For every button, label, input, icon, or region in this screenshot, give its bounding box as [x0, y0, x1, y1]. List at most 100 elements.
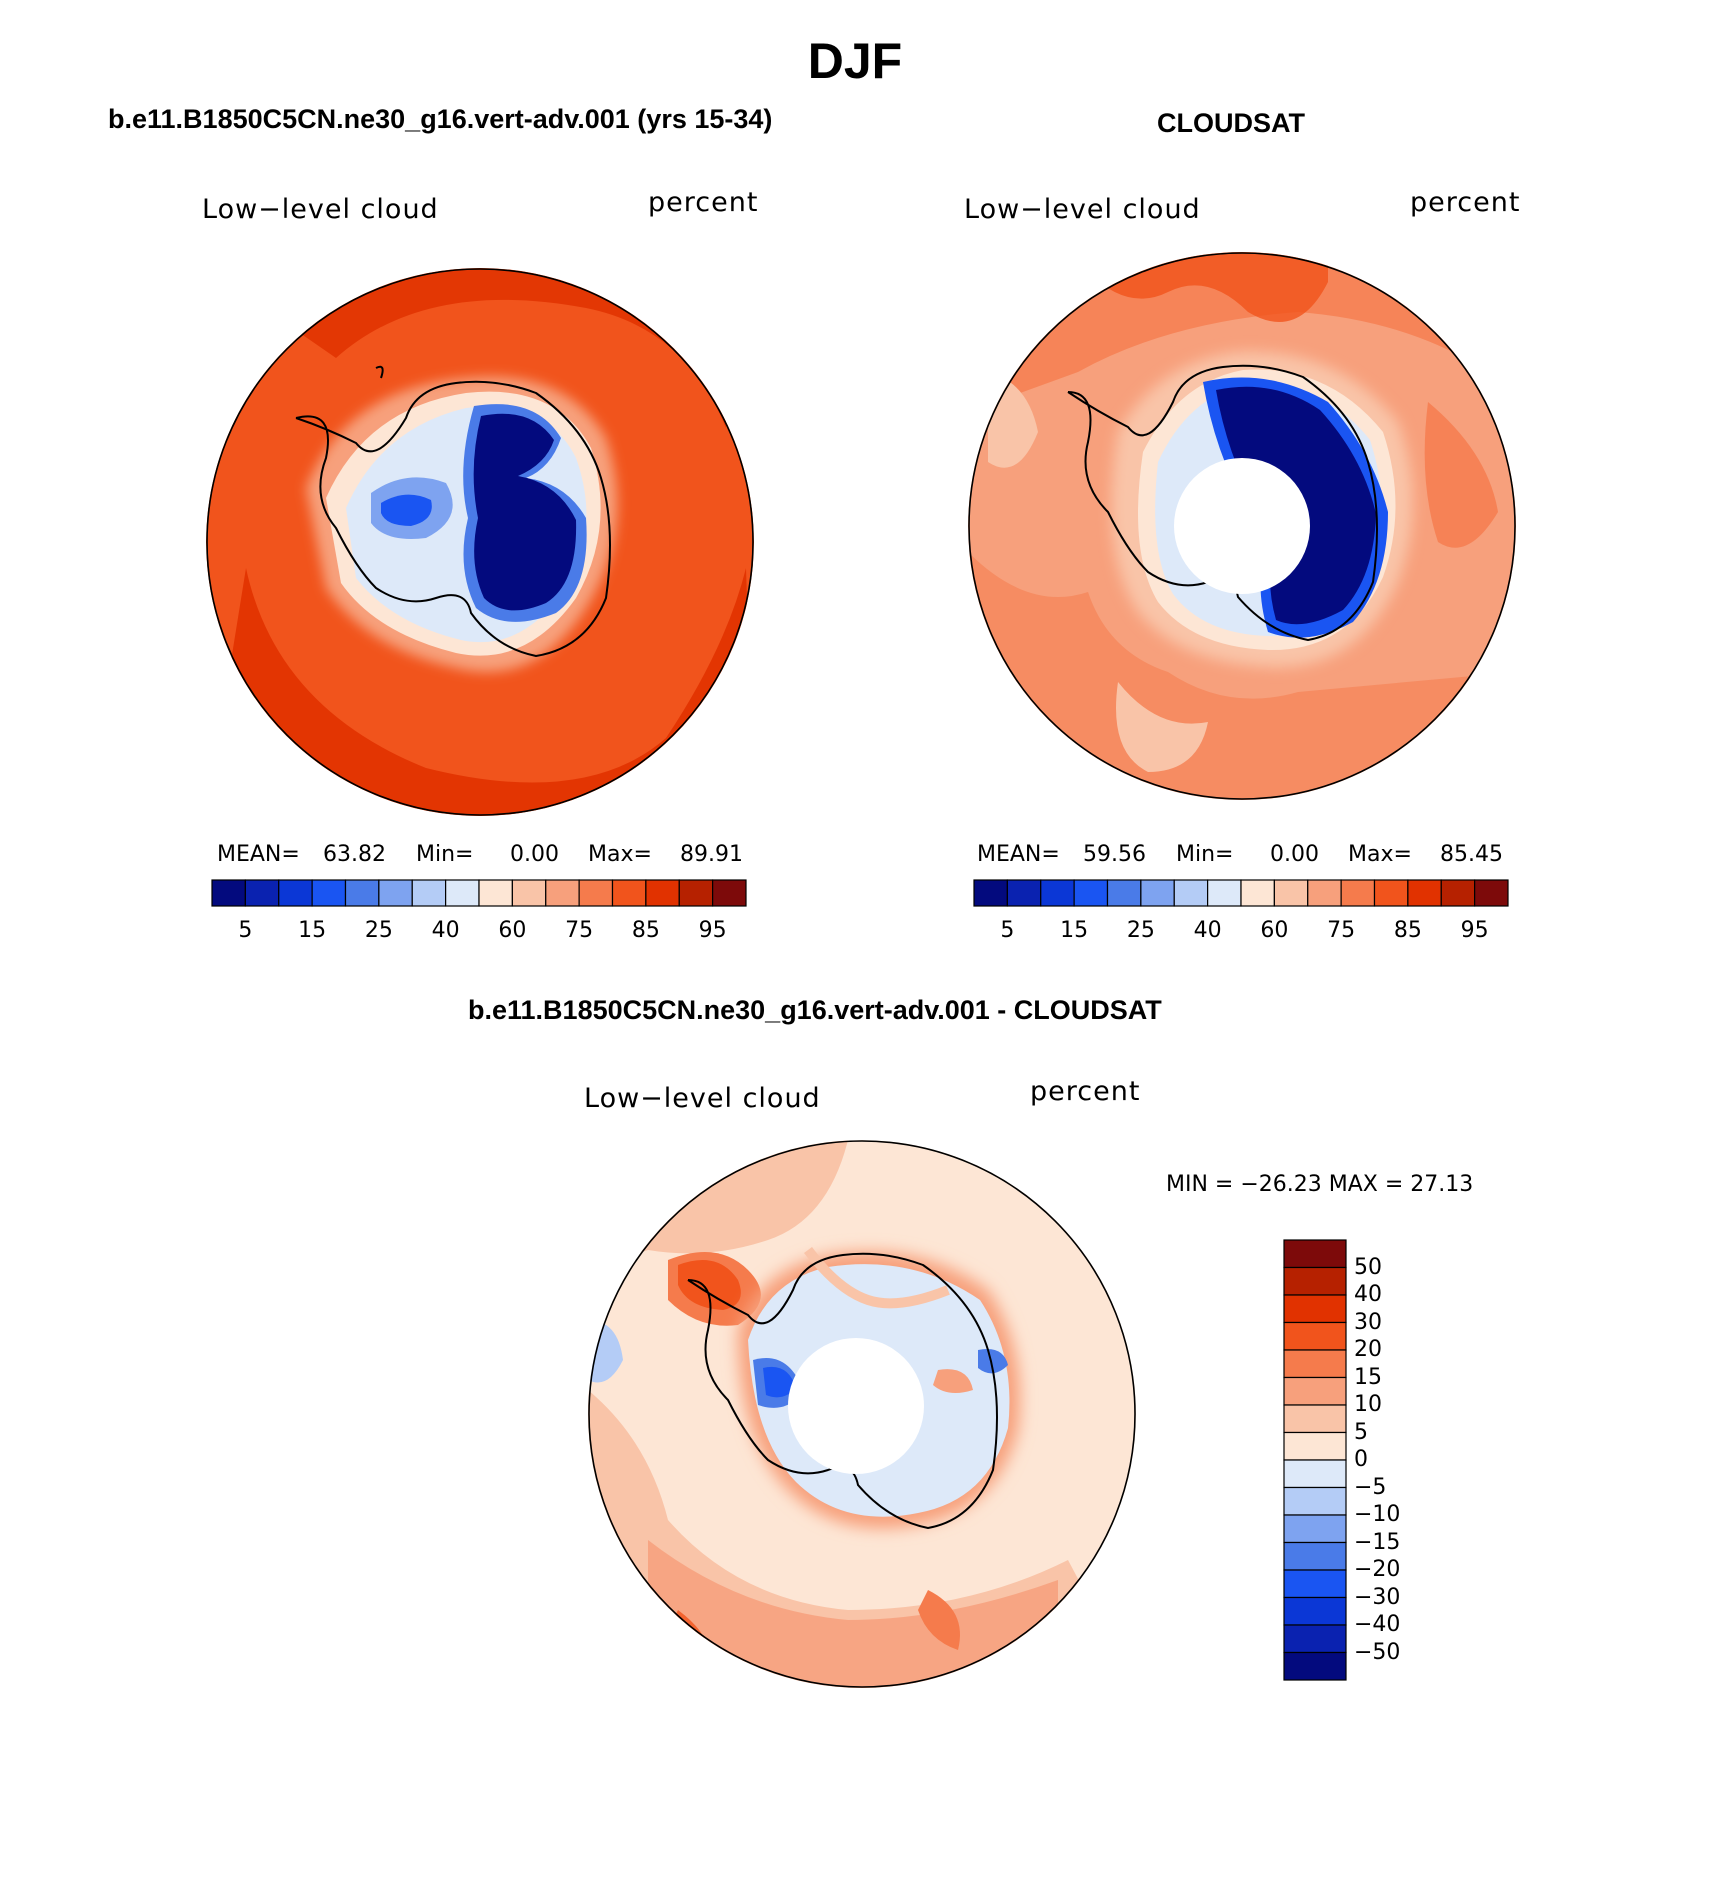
colorbar-tick-label: 60: [498, 918, 527, 943]
colorbar-box: [1173, 879, 1209, 907]
colorbar-tick-label: 40: [1354, 1282, 1382, 1307]
panel-obs-units: percent: [1410, 187, 1521, 218]
colorbar-tick-label: 75: [1327, 918, 1356, 943]
colorbar-tick-label: 50: [1354, 1254, 1382, 1280]
panel-obs-min-label: Min=: [1176, 842, 1234, 867]
colorbar-tick-label: 40: [431, 918, 460, 943]
colorbar-box: [1040, 879, 1075, 907]
panel-diff-map: [588, 1140, 1136, 1688]
colorbar-tick-label: 20: [1354, 1337, 1382, 1362]
colorbar-box: [1283, 1514, 1347, 1544]
colorbar-box: [211, 879, 246, 907]
colorbar-box: [1283, 1266, 1347, 1296]
panel-obs-min-value: 0.00: [1270, 842, 1319, 867]
colorbar-tick-label: 15: [298, 918, 327, 943]
colorbar-box: [1207, 879, 1242, 907]
colorbar-box: [1283, 1569, 1347, 1599]
colorbar-box: [678, 879, 714, 907]
colorbar-box: [378, 879, 413, 907]
panel-model-min-value: 0.00: [510, 842, 559, 867]
colorbar-tick-label: 40: [1193, 918, 1222, 943]
panel-diff-units: percent: [1030, 1076, 1141, 1107]
colorbar-tick-label: −40: [1354, 1612, 1401, 1637]
colorbar-tick-label: −20: [1354, 1557, 1401, 1582]
colorbar-tick-label: −30: [1354, 1584, 1401, 1610]
colorbar-box: [511, 879, 547, 907]
panel-diff-colorbar: [1283, 1239, 1347, 1681]
panel-obs-max-value: 85.45: [1440, 842, 1503, 867]
panel-model-max-label: Max=: [588, 842, 652, 867]
panel-model-min-label: Min=: [416, 842, 474, 867]
colorbar-tick-label: 95: [1460, 918, 1489, 943]
colorbar-box: [1283, 1321, 1347, 1351]
colorbar-box: [1073, 879, 1109, 907]
colorbar-tick-label: 5: [238, 918, 253, 943]
colorbar-box: [1283, 1349, 1347, 1379]
panel-model-heading: b.e11.B1850C5CN.ne30_g16.vert-adv.001 (y…: [108, 104, 773, 134]
colorbar-tick-label: 60: [1260, 918, 1289, 943]
colorbar-box: [1283, 1239, 1347, 1269]
colorbar-tick-label: 0: [1354, 1447, 1368, 1472]
colorbar-tick-label: 95: [698, 918, 727, 943]
colorbar-box: [1283, 1486, 1347, 1516]
colorbar-box: [1283, 1459, 1347, 1489]
colorbar-tick-label: 25: [364, 918, 393, 943]
panel-obs-variable: Low−level cloud: [964, 194, 1201, 225]
colorbar-box: [1283, 1404, 1347, 1434]
panel-model-map: [206, 268, 754, 816]
colorbar-tick-label: 5: [1000, 918, 1015, 943]
colorbar-box: [645, 879, 680, 907]
colorbar-box: [478, 879, 513, 907]
colorbar-tick-label: 10: [1354, 1392, 1382, 1417]
colorbar-box: [1440, 879, 1476, 907]
panel-obs-colorbar: [973, 879, 1509, 907]
colorbar-box: [445, 879, 480, 907]
panel-model-mean-label: MEAN=: [217, 842, 300, 867]
panel-model-colorbar: [211, 879, 747, 907]
colorbar-box: [1273, 879, 1309, 907]
colorbar-tick-label: 30: [1354, 1309, 1382, 1335]
colorbar-tick-label: 85: [631, 918, 660, 943]
panel-obs-mean-value: 59.56: [1083, 842, 1146, 867]
colorbar-box: [578, 879, 614, 907]
panel-diff-variable: Low−level cloud: [584, 1083, 821, 1114]
colorbar-tick-label: 15: [1060, 918, 1089, 943]
colorbar-box: [311, 879, 347, 907]
panel-diff-minmax: MIN = −26.23 MAX = 27.13: [1166, 1172, 1474, 1197]
colorbar-box: [1283, 1376, 1347, 1406]
colorbar-box: [1140, 879, 1175, 907]
panel-model-mean-value: 63.82: [323, 842, 386, 867]
colorbar-box: [1474, 879, 1509, 907]
colorbar-box: [244, 879, 280, 907]
colorbar-box: [1283, 1541, 1347, 1571]
colorbar-box: [1283, 1294, 1347, 1324]
colorbar-box: [1373, 879, 1409, 907]
panel-obs-map: [968, 252, 1516, 800]
colorbar-box: [1283, 1651, 1347, 1681]
colorbar-box: [1283, 1431, 1347, 1461]
panel-obs-mean-label: MEAN=: [977, 842, 1060, 867]
colorbar-box: [611, 879, 647, 907]
panel-obs-heading: CLOUDSAT: [1157, 108, 1305, 138]
colorbar-tick-label: 75: [565, 918, 594, 943]
colorbar-box: [411, 879, 447, 907]
panel-model-variable: Low−level cloud: [202, 194, 439, 225]
colorbar-tick-label: 15: [1354, 1364, 1382, 1390]
colorbar-box: [1307, 879, 1342, 907]
colorbar-tick-label: 25: [1126, 918, 1155, 943]
colorbar-box: [1407, 879, 1442, 907]
panel-diff-heading: b.e11.B1850C5CN.ne30_g16.vert-adv.001 - …: [468, 995, 1162, 1025]
colorbar-tick-label: −15: [1354, 1529, 1401, 1555]
colorbar-tick-label: 5: [1354, 1419, 1368, 1445]
colorbar-box: [545, 879, 580, 907]
colorbar-box: [1006, 879, 1042, 907]
panel-obs-max-label: Max=: [1348, 842, 1412, 867]
colorbar-box: [973, 879, 1008, 907]
colorbar-box: [1283, 1624, 1347, 1654]
colorbar-box: [344, 879, 380, 907]
colorbar-box: [278, 879, 313, 907]
colorbar-tick-label: −5: [1354, 1474, 1387, 1500]
colorbar-box: [712, 879, 747, 907]
colorbar-box: [1283, 1596, 1347, 1626]
panel-model-max-value: 89.91: [680, 842, 743, 867]
